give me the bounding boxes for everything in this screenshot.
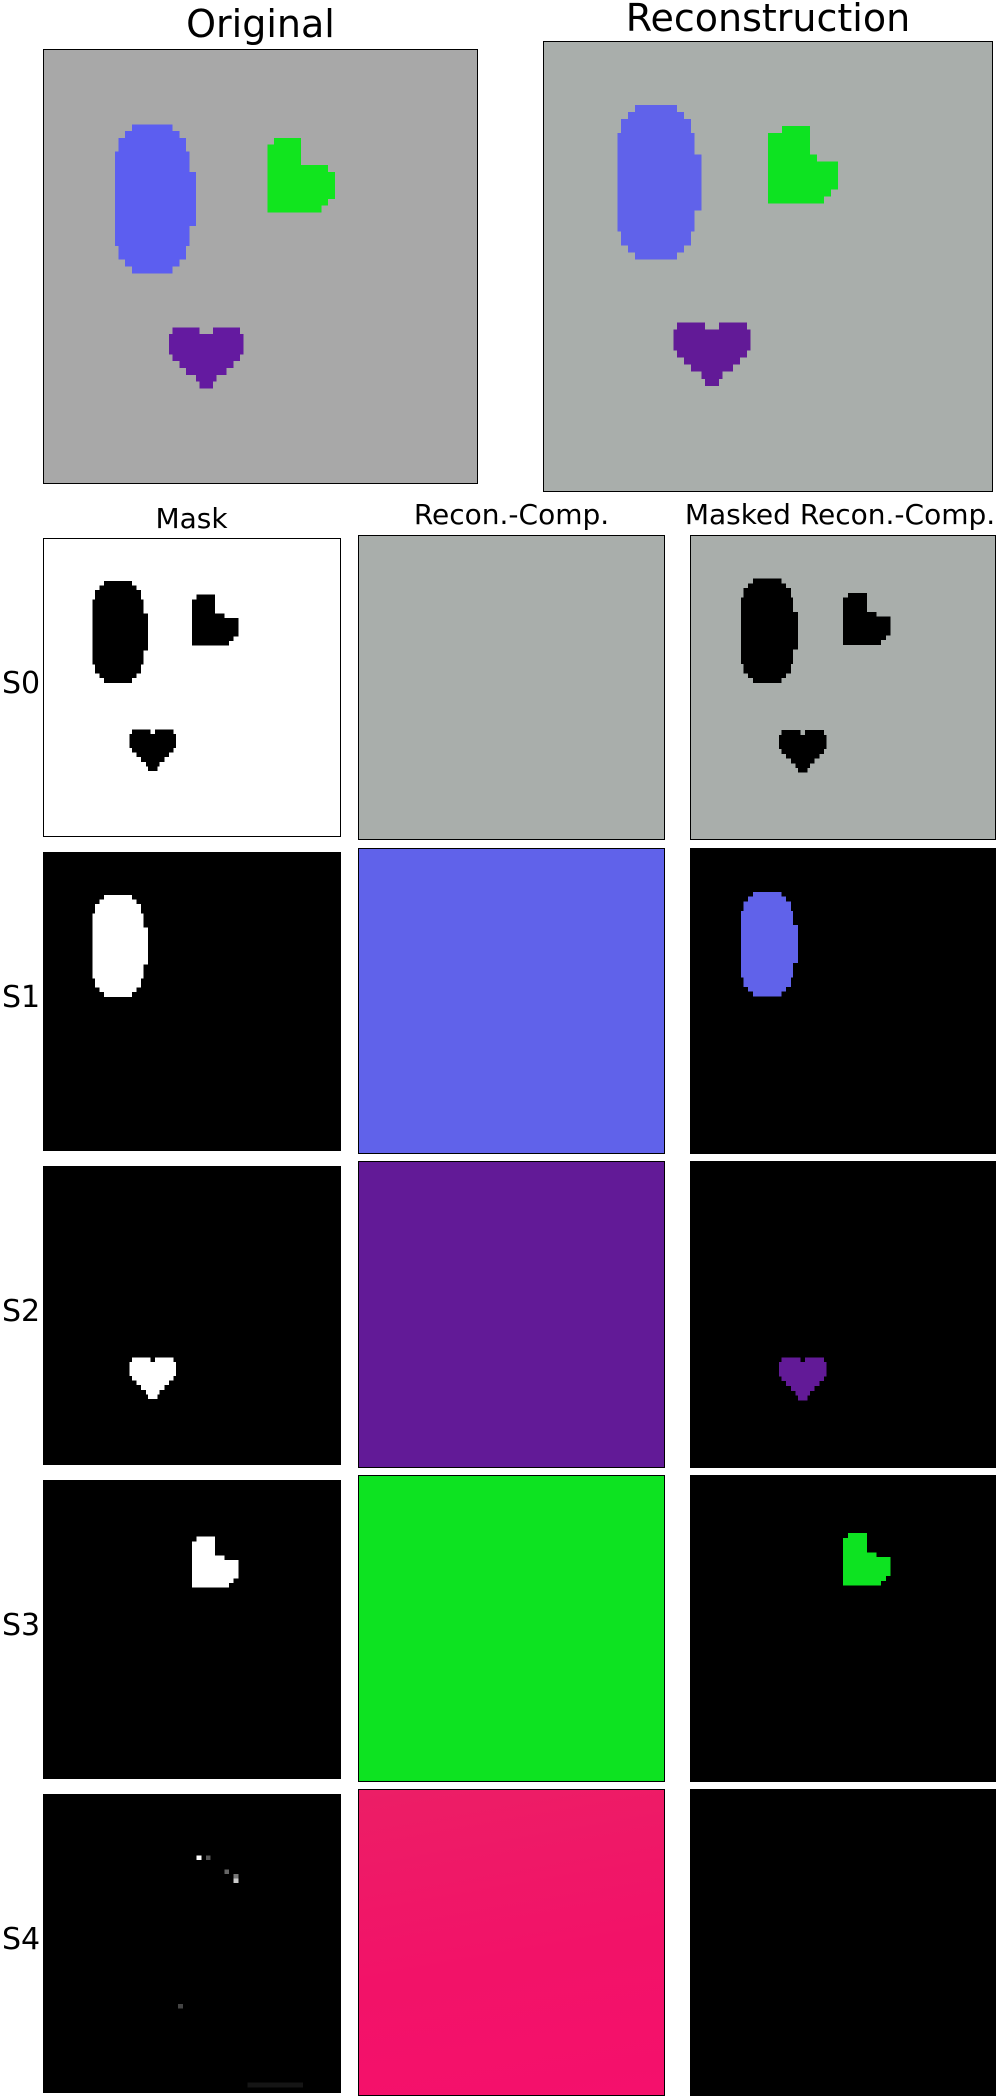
mask-s4 xyxy=(43,1794,341,2093)
mask-s3 xyxy=(43,1480,341,1779)
original-title: Original xyxy=(186,2,335,46)
row-label-s3: S3 xyxy=(2,1608,41,1643)
recon-comp-s1 xyxy=(358,848,665,1154)
masked-recon-comp-s2 xyxy=(690,1161,996,1468)
recon-comp-column-title: Recon.-Comp. xyxy=(413,498,610,531)
mask-column-title: Mask xyxy=(155,502,228,535)
recon-comp-s0 xyxy=(358,535,665,840)
recon-comp-s4 xyxy=(358,1789,665,2096)
mask-s2 xyxy=(43,1166,341,1465)
green-heart-object xyxy=(267,137,335,213)
reconstruction-title: Reconstruction xyxy=(625,0,911,40)
mask-s0 xyxy=(43,538,341,837)
mask-s1 xyxy=(43,852,341,1151)
masked-recon-comp-s1 xyxy=(690,848,996,1154)
recon-comp-s3 xyxy=(358,1475,665,1782)
ellipse-object xyxy=(115,124,197,274)
reconstruction-image xyxy=(543,41,993,492)
masked-recon-comp-s0 xyxy=(690,535,996,840)
recon-comp-s2 xyxy=(358,1161,665,1468)
masked-recon-comp-column-title: Masked Recon.-Comp. xyxy=(684,498,996,531)
purple-heart-object xyxy=(169,327,244,389)
original-image xyxy=(43,49,478,484)
row-label-s4: S4 xyxy=(2,1922,41,1957)
masked-recon-comp-s4 xyxy=(690,1789,996,2096)
row-label-s1: S1 xyxy=(2,980,41,1015)
masked-recon-comp-s3 xyxy=(690,1475,996,1782)
row-label-s0: S0 xyxy=(2,666,41,701)
row-label-s2: S2 xyxy=(2,1294,41,1329)
